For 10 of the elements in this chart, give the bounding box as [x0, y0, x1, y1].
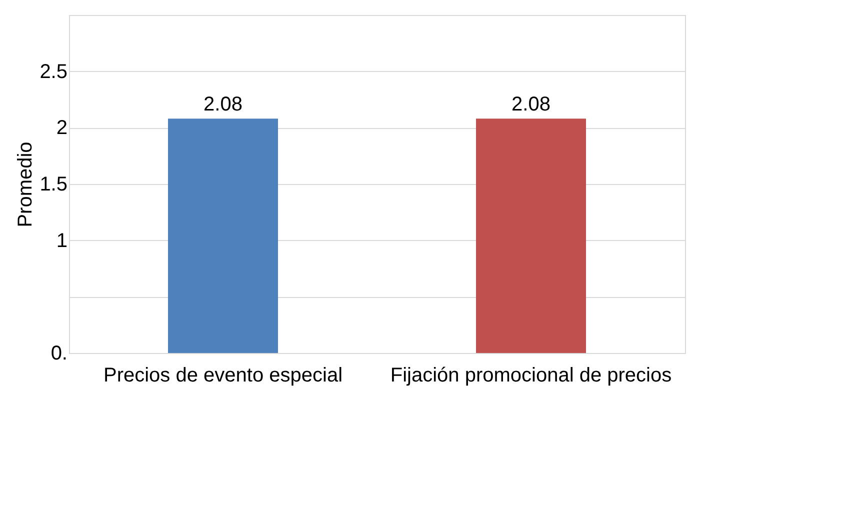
y-tick-label: 1.5: [40, 174, 68, 196]
x-tick-label: Fijación promocional de precios: [390, 364, 672, 386]
y-axis-title: Promedio: [14, 142, 37, 228]
y-tick-label: 2.5: [40, 60, 68, 83]
y-tick-label: 1: [56, 230, 68, 252]
x-tick-label: Precios de evento especial: [103, 364, 343, 386]
y-tick-label: 0.: [50, 342, 68, 364]
y-tick-label: 2: [56, 117, 68, 140]
data-label: 2.08: [204, 94, 242, 116]
data-label: 2.08: [512, 94, 550, 116]
